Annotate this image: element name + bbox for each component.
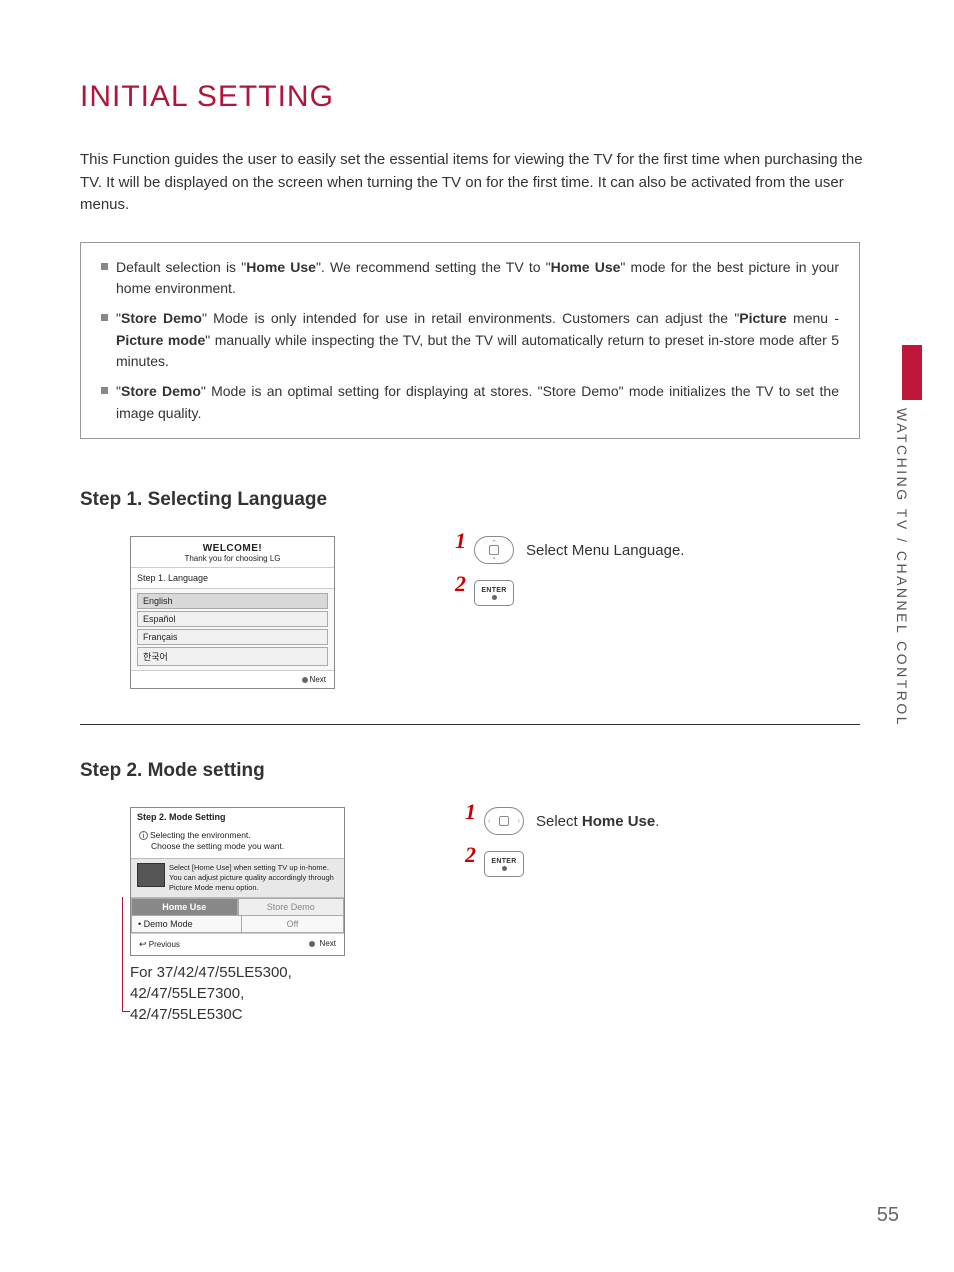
dot-icon <box>309 941 315 947</box>
step1-title: Step 1. Selecting Language <box>80 489 874 511</box>
screen-stepline: Step 1. Language <box>131 568 334 589</box>
chevron-right-icon: › <box>518 818 520 825</box>
step2-title: Step 2. Mode setting <box>80 760 874 782</box>
demo-mode-label: • Demo Mode <box>131 916 242 933</box>
prev-label: Previous <box>149 940 180 949</box>
enter-button-icon: ENTER <box>474 580 514 606</box>
bullet-icon <box>101 314 108 321</box>
step-number: 1 <box>455 528 466 554</box>
info-icon: i <box>139 831 148 840</box>
step1-screen: WELCOME! Thank you for choosing LG Step … <box>130 536 335 689</box>
divider <box>80 724 860 725</box>
bullet-icon <box>101 387 108 394</box>
step-number: 1 <box>465 799 476 825</box>
env-line: Choose the setting mode you want. <box>151 841 284 851</box>
welcome-sub: Thank you for choosing LG <box>135 554 330 563</box>
enter-button-icon: ENTER <box>484 851 524 877</box>
info-item: "Store Demo" Mode is only intended for u… <box>116 308 839 373</box>
intro-text: This Function guides the user to easily … <box>80 149 874 217</box>
lang-option: Español <box>137 611 328 627</box>
model-note: For 37/42/47/55LE5300, 42/47/55LE7300, 4… <box>130 962 874 1025</box>
lang-option: English <box>137 593 328 609</box>
lang-option: Français <box>137 629 328 645</box>
store-demo-button: Store Demo <box>238 898 345 916</box>
callout-line <box>122 897 130 1012</box>
chevron-down-icon: ⌄ <box>491 553 497 561</box>
info-item: "Store Demo" Mode is an optimal setting … <box>116 381 839 424</box>
side-tab: WATCHING TV / CHANNEL CONTROL <box>894 345 922 885</box>
section-label: WATCHING TV / CHANNEL CONTROL <box>894 408 910 828</box>
info-box: Default selection is "Home Use". We reco… <box>80 242 860 440</box>
help-text: Select [Home Use] when setting TV up in-… <box>169 863 338 892</box>
screen-stepline: Step 2. Mode Setting <box>131 808 344 826</box>
action-desc: Select Home Use. <box>536 813 659 830</box>
page-title: INITIAL SETTING <box>80 80 874 114</box>
step2-screen: Step 2. Mode Setting iSelecting the envi… <box>130 807 345 955</box>
welcome-label: WELCOME! <box>135 543 330 554</box>
side-tab-marker <box>902 345 922 400</box>
step-number: 2 <box>465 842 476 868</box>
info-item: Default selection is "Home Use". We reco… <box>116 257 839 300</box>
lang-option: 한국어 <box>137 647 328 666</box>
step-number: 2 <box>455 571 466 597</box>
next-label: Next <box>320 939 336 948</box>
dot-icon <box>302 677 308 683</box>
demo-mode-value: Off <box>242 916 344 933</box>
page-number: 55 <box>877 1204 899 1227</box>
nav-button-icon: ⌃ ⌄ <box>474 536 514 564</box>
energy-badge-icon <box>137 863 165 887</box>
nav-button-icon: ‹ › <box>484 807 524 835</box>
chevron-left-icon: ‹ <box>488 818 490 825</box>
env-line: Selecting the environment. <box>150 830 251 840</box>
home-use-button: Home Use <box>131 898 238 916</box>
return-icon: ↩ <box>139 939 147 949</box>
action-desc: Select Menu Language. <box>526 542 684 559</box>
chevron-up-icon: ⌃ <box>491 539 497 547</box>
bullet-icon <box>101 263 108 270</box>
next-label: Next <box>310 675 326 684</box>
